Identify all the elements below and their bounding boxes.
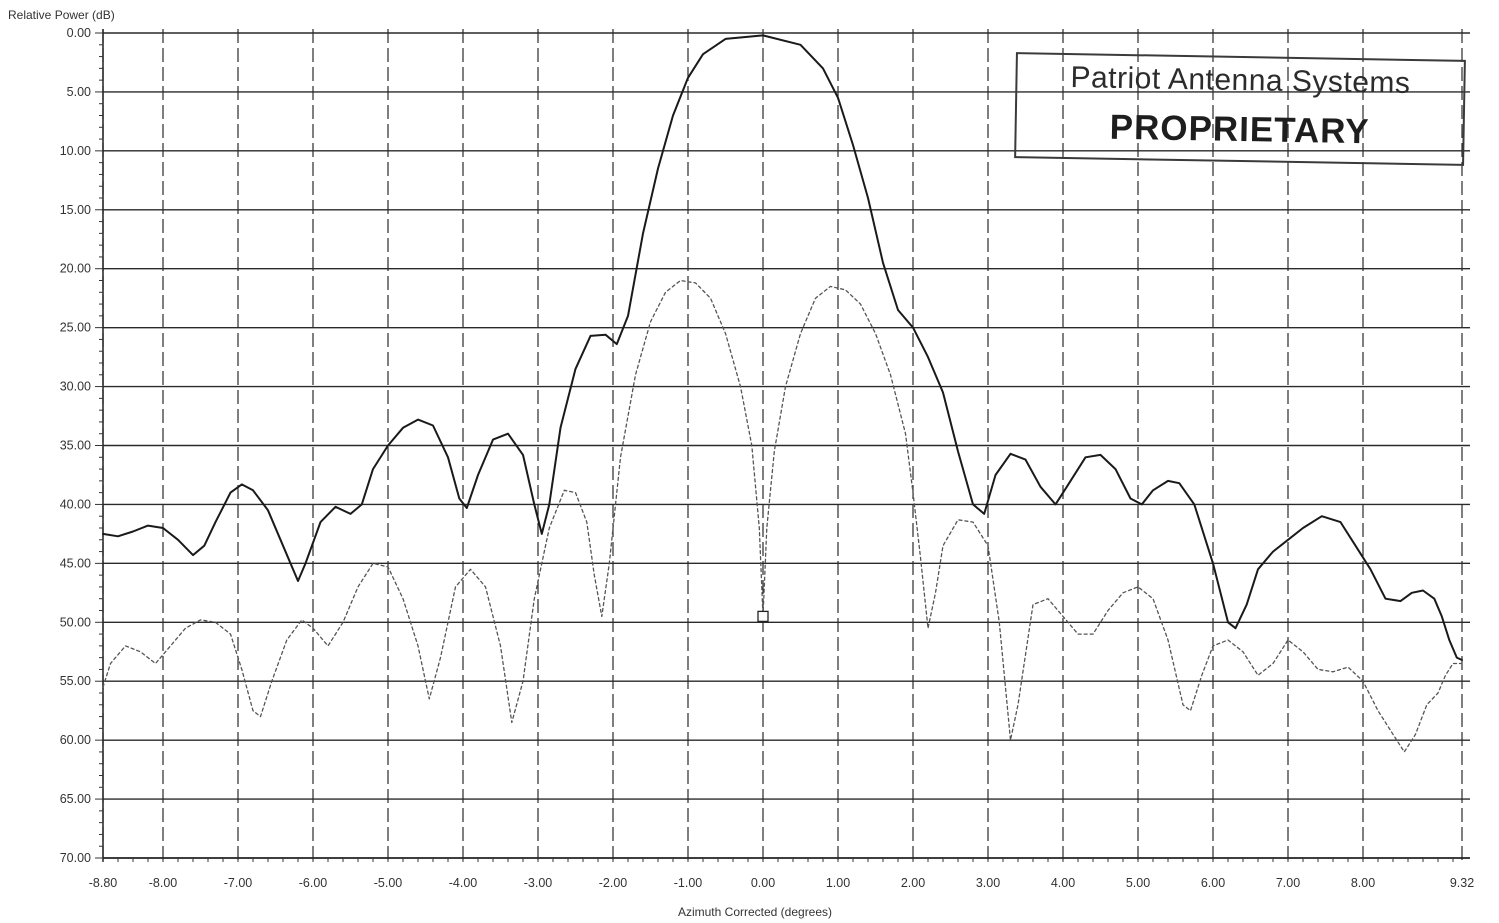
y-tick-labels: 0.00 5.00 10.00 15.00 20.00 25.00 30.00 35.00 40… [60,26,91,865]
x-tick-label: -4.00 [449,876,478,890]
x-tick-label: 7.00 [1276,876,1300,890]
x-tick-label: -5.00 [374,876,403,890]
series-line-solid [102,34,1463,661]
y-tick-label: 20.00 [60,262,91,276]
x-tick-label: 0.00 [751,876,775,890]
x-tick-label: 2.00 [901,876,925,890]
marker-group [757,610,769,623]
y-tick-label: 40.00 [60,497,91,511]
y-tick-label: 65.00 [60,792,91,806]
x-tick-label: 5.00 [1126,876,1150,890]
series-group [102,34,1463,753]
x-axis-label: Azimuth Corrected (degrees) [678,905,832,919]
y-tick-label: 30.00 [60,380,91,394]
x-tick-label: 1.00 [826,876,850,890]
y-tick-label: 5.00 [67,85,91,99]
y-tick-label: 0.00 [67,26,91,40]
y-tick-label: 15.00 [60,203,91,217]
y-tick-label: 35.00 [60,439,91,453]
y-tick-label: 10.00 [60,144,91,158]
x-tick-label: 9.32 [1450,876,1474,890]
proprietary-stamp: Patriot Antenna Systems PROPRIETARY [1014,52,1466,166]
x-tick-label: -8.80 [89,876,118,890]
x-tick-label: -7.00 [224,876,253,890]
x-tick-label: -2.00 [599,876,628,890]
x-tick-label: 8.00 [1351,876,1375,890]
y-tick-label: 55.00 [60,674,91,688]
null-marker-square [757,610,769,623]
y-tick-label: 60.00 [60,733,91,747]
x-tick-label: -8.00 [149,876,178,890]
x-tick-labels: -8.80 -8.00 -7.00 -6.00 -5.00 -4.00 -3.00 -2.00… [89,876,1474,890]
x-tick-label: 4.00 [1051,876,1075,890]
x-tick-label: -3.00 [524,876,553,890]
y-tick-label: 45.00 [60,556,91,570]
y-tick-label: 70.00 [60,851,91,865]
y-axis-label: Relative Power (dB) [8,8,115,22]
stamp-proprietary-label: PROPRIETARY [1109,107,1370,152]
stamp-company-name: Patriot Antenna Systems [1070,61,1411,100]
y-tick-label: 25.00 [60,321,91,335]
grid-lines [95,29,1470,864]
x-tick-label: -6.00 [299,876,328,890]
x-tick-label: 6.00 [1201,876,1225,890]
x-tick-label: -1.00 [674,876,703,890]
x-tick-label: 3.00 [976,876,1000,890]
series-line-dotted [102,279,1463,753]
y-tick-label: 50.00 [60,615,91,629]
